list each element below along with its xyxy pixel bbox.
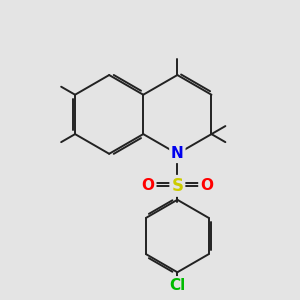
Text: O: O — [142, 178, 155, 194]
Text: S: S — [171, 177, 183, 195]
Text: Cl: Cl — [169, 278, 185, 293]
Text: O: O — [200, 178, 213, 194]
Text: N: N — [171, 146, 184, 161]
